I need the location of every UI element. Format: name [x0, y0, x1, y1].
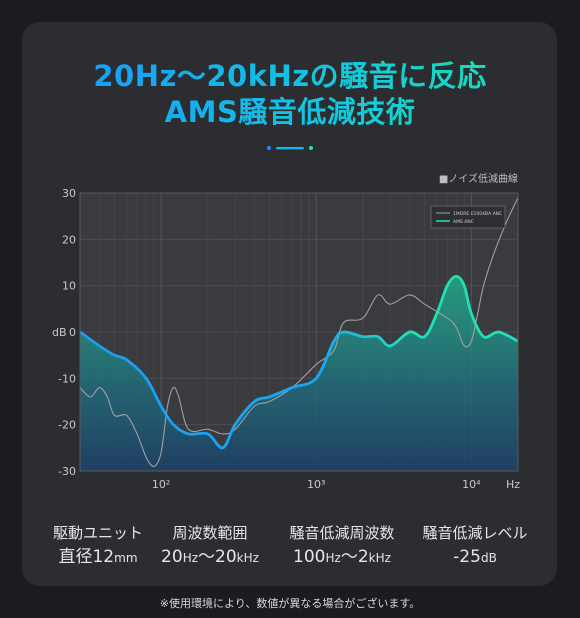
- spec-label: 駆動ユニット: [52, 524, 143, 542]
- spec-value: 直径12mm: [58, 547, 138, 567]
- y-tick-label: 30: [62, 187, 76, 200]
- y-tick-label: -20: [58, 419, 76, 432]
- series-line-1more-e1004ba-anc: [79, 197, 519, 467]
- x-tick-label: 10³: [307, 478, 325, 491]
- y-tick-label: -30: [58, 465, 76, 478]
- y-tick-label: 10: [62, 280, 76, 293]
- y-tick-label: -10: [58, 372, 76, 385]
- legend-entry-1more: 1MORE E1004BA ANC: [453, 211, 502, 217]
- series-line-ams-anc: [79, 275, 519, 450]
- spec-value: 100Hz〜2kHz: [293, 547, 391, 567]
- spec-value: 20Hz〜20kHz: [161, 547, 259, 567]
- y-tick-label: 20: [62, 233, 76, 246]
- x-tick-label: 10⁴: [462, 478, 481, 491]
- spec-label: 騒音低減周波数: [289, 524, 395, 542]
- y-tick-label: 0: [69, 326, 76, 339]
- spec-frequency-range: 周波数範囲 20Hz〜20kHz: [140, 523, 280, 570]
- x-tick-label: 10²: [152, 478, 170, 491]
- spec-driver-unit: 駆動ユニット 直径12mm: [28, 523, 168, 570]
- spec-label: 周波数範囲: [172, 524, 248, 542]
- y-axis-label: dB: [52, 326, 67, 339]
- legend-box: 1MORE E1004BA ANC AMS ANC: [430, 205, 506, 229]
- spec-label: 騒音低減レベル: [422, 524, 528, 542]
- x-tick-labels: 10² 10³ 10⁴: [152, 478, 481, 491]
- ams-anc-area: [80, 276, 518, 471]
- legend-title: ■ノイズ低減曲線: [439, 172, 518, 185]
- headline-line-1: 20Hz〜20kHzの騒音に反応: [0, 58, 580, 94]
- divider-decoration: [267, 146, 313, 150]
- plot-frame: [79, 192, 519, 472]
- y-tick-labels: 30 20 10 0 -10 -20 -30: [58, 187, 76, 478]
- spec-noise-reduction-level: 騒音低減レベル -25dB: [405, 523, 545, 570]
- headline-line-2: AMS騒音低減技術: [0, 94, 580, 130]
- spec-noise-reduction-frequency: 騒音低減周波数 100Hz〜2kHz: [272, 523, 412, 570]
- spec-value: -25dB: [453, 547, 497, 567]
- legend-entry-ams: AMS ANC: [453, 219, 474, 225]
- x-axis-unit: Hz: [506, 478, 520, 491]
- footnote: ※使用環境により、数値が異なる場合がございます。: [159, 597, 421, 610]
